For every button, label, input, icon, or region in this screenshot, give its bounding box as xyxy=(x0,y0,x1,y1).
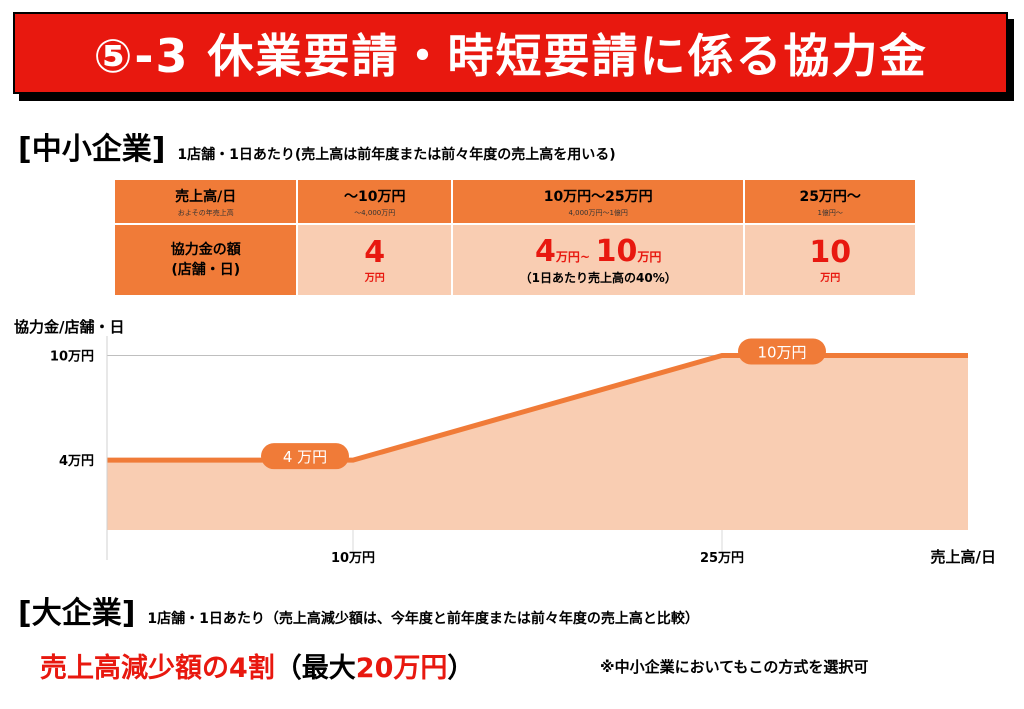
value-2-low: 4 xyxy=(535,234,556,269)
row-header-sales: 売上高/日 およその年売上高 xyxy=(112,178,299,225)
large-rule: 売上高減少額の4割（最大20万円） xyxy=(40,646,474,685)
column-header-1-sub: ～4,000万円 xyxy=(354,208,396,217)
annotation-pill-2 xyxy=(738,338,826,365)
table-value-row: 協力金の額 (店舗・日) 4 万円 4万円~ 10万円 （1日あたり売上高の40… xyxy=(112,223,917,297)
row-header-amount: 協力金の額 (店舗・日) xyxy=(112,223,299,297)
sme-heading: [中小企業] 1店舗・1日あたり(売上高は前年度または前々年度の売上高を用いる) xyxy=(18,124,616,168)
column-header-2: 10万円～25万円 4,000万円～1億円 xyxy=(450,178,746,225)
rule-max-value: 20万円 xyxy=(355,653,448,684)
column-header-2-label: 10万円～25万円 xyxy=(543,188,653,205)
series-line xyxy=(107,352,968,463)
row-header-amount-line1: 協力金の額 xyxy=(170,242,241,258)
chart-ticks: 10万円 4万円 10万円 25万円 xyxy=(50,349,744,566)
rule-paren-close: ） xyxy=(447,653,475,684)
x-tick-label-2: 25万円 xyxy=(700,551,744,566)
value-1-amount: 4 xyxy=(364,234,386,270)
value-2-high-unit: 万円 xyxy=(637,250,662,264)
value-cell-1: 4 万円 xyxy=(296,223,453,297)
value-cell-3: 10 万円 xyxy=(743,223,917,297)
value-2-note: （1日あたり売上高の40%） xyxy=(519,271,677,285)
subsidy-chart: 協力金/店舗・日 売上高/日 10万円 4万円 10万円 25万円 4 万円 10万円 xyxy=(14,318,996,566)
title-banner: ⑤-3 休業要請・時短要請に係る協力金 xyxy=(13,12,1008,94)
y-axis-label: 協力金/店舗・日 xyxy=(14,318,124,336)
rule-max-label: 最大 xyxy=(301,653,356,684)
x-tick-label-1: 10万円 xyxy=(331,551,375,566)
row-header-label: 売上高/日 xyxy=(175,188,237,205)
x-axis-label: 売上高/日 xyxy=(931,548,996,566)
column-header-2-sub: 4,000万円～1億円 xyxy=(568,208,628,217)
value-cell-2: 4万円~ 10万円 （1日あたり売上高の40%） xyxy=(450,223,746,297)
area-fill xyxy=(107,355,968,530)
large-note: 1店舗・1日あたり（売上高減少額は、今年度と前年度または前々年度の売上高と比較） xyxy=(147,611,699,627)
y-tick-label-1: 10万円 xyxy=(50,349,94,364)
column-header-3-label: 25万円～ xyxy=(799,188,861,205)
large-heading: [大企業] 1店舗・1日あたり（売上高減少額は、今年度と前年度または前々年度の売… xyxy=(18,588,699,632)
value-2-low-unit: 万円 xyxy=(555,250,580,264)
chart-annotations: 4 万円 10万円 xyxy=(261,338,826,470)
sme-title: [中小企業] xyxy=(18,132,166,167)
table-header-row: 売上高/日 およその年売上高 ～10万円 ～4,000万円 10万円～25万円 … xyxy=(112,178,917,225)
value-2-range: 4万円~ 10万円 xyxy=(453,234,743,269)
column-header-3-sub: 1億円～ xyxy=(817,208,843,217)
value-3-unit: 万円 xyxy=(820,272,841,284)
rate-table: 売上高/日 およその年売上高 ～10万円 ～4,000万円 10万円～25万円 … xyxy=(112,178,917,297)
sme-note: 1店舗・1日あたり(売上高は前年度または前々年度の売上高を用いる) xyxy=(177,147,616,163)
rule-text-1: 売上高減少額の4割 xyxy=(40,653,275,684)
value-3-amount: 10 xyxy=(809,234,852,270)
row-header-sub: およその年売上高 xyxy=(177,208,234,217)
y-tick-label-2: 4万円 xyxy=(59,454,94,469)
page-title: ⑤-3 休業要請・時短要請に係る協力金 xyxy=(93,29,928,83)
annotation-pill-1 xyxy=(261,443,349,470)
rule-paren-open: （ xyxy=(274,653,302,684)
large-title: [大企業] xyxy=(18,596,136,631)
column-header-1: ～10万円 ～4,000万円 xyxy=(296,178,453,225)
value-2-high: 10 xyxy=(595,234,638,269)
annotation-label-1: 4 万円 xyxy=(283,448,327,466)
annotation-label-2: 10万円 xyxy=(757,343,806,361)
column-header-1-label: ～10万円 xyxy=(343,188,406,205)
value-2-sep: ~ xyxy=(579,250,590,264)
column-header-3: 25万円～ 1億円～ xyxy=(743,178,917,225)
option-note: ※中小企業においてもこの方式を選択可 xyxy=(600,658,869,676)
row-header-amount-line2: (店舗・日) xyxy=(171,262,241,278)
value-1-unit: 万円 xyxy=(364,272,385,284)
